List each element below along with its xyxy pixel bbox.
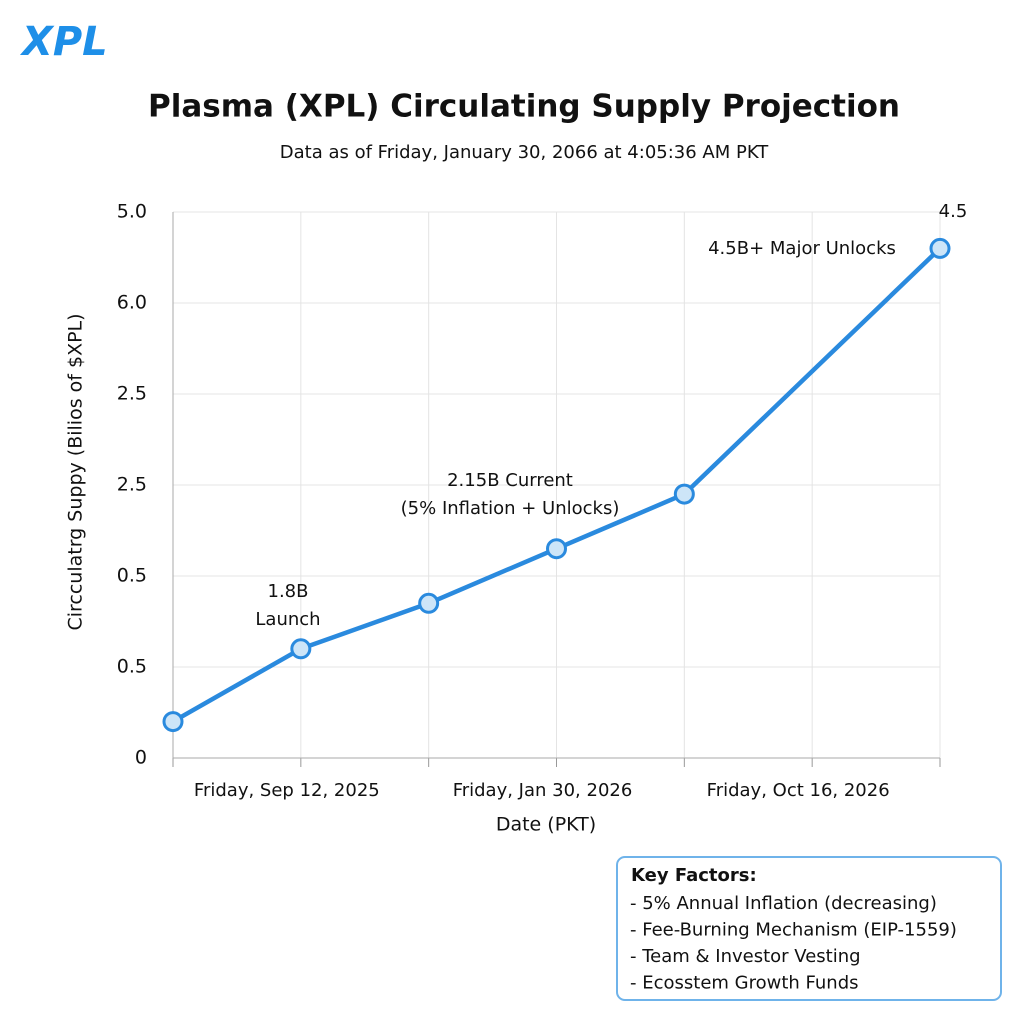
y-tick-label: 0.5 (117, 656, 147, 678)
data-point (929, 237, 951, 259)
y-tick-label: 6.0 (117, 292, 147, 314)
annotation: 4.5B+ Major Unlocks (708, 238, 896, 259)
x-axis-label: Date (PKT) (496, 814, 596, 836)
key-factor-item: - Team & Investor Vesting (630, 946, 861, 967)
key-factors-box (616, 856, 1002, 1001)
data-point (546, 538, 567, 560)
key-factor-item: - Fee-Burning Mechanism (EIP-1559) (630, 920, 957, 941)
chart-title: Plasma (XPL) Circulating Supply Projecti… (148, 89, 900, 125)
annotation: 1.8B (268, 581, 309, 602)
key-factors-title: Key Factors: (631, 865, 757, 886)
key-factor-item: - 5% Annual Inflation (decreasing) (630, 893, 937, 914)
data-point (418, 592, 440, 614)
y-tick-label: 0.5 (117, 565, 147, 587)
x-tick-label: Friday, Jan 30, 2026 (453, 780, 633, 801)
annotation: 2.15B Current (447, 470, 573, 491)
y-tick-label: 5.0 (117, 201, 147, 223)
data-point (673, 483, 695, 505)
x-tick-label: Friday, Oct 16, 2026 (707, 780, 890, 801)
logo: XPL (19, 19, 108, 65)
data-point (162, 711, 184, 733)
data-point (290, 638, 312, 660)
series-line (171, 246, 942, 724)
annotation: (5% Inflation + Unlocks) (401, 498, 620, 519)
y-tick-label: 0 (135, 747, 147, 769)
x-tick-label: Friday, Sep 12, 2025 (194, 780, 380, 801)
annotation: 4.5 (939, 201, 968, 222)
annotation: Launch (255, 609, 320, 630)
y-axis-label: Circculatrg Suppy (Bilios of $XPL) (65, 313, 87, 630)
y-tick-label: 2.5 (117, 474, 147, 496)
y-tick-label: 2.5 (117, 383, 147, 405)
chart-subtitle: Data as of Friday, January 30, 2066 at 4… (280, 142, 769, 163)
key-factor-item: - Ecosstem Growth Funds (630, 973, 859, 994)
